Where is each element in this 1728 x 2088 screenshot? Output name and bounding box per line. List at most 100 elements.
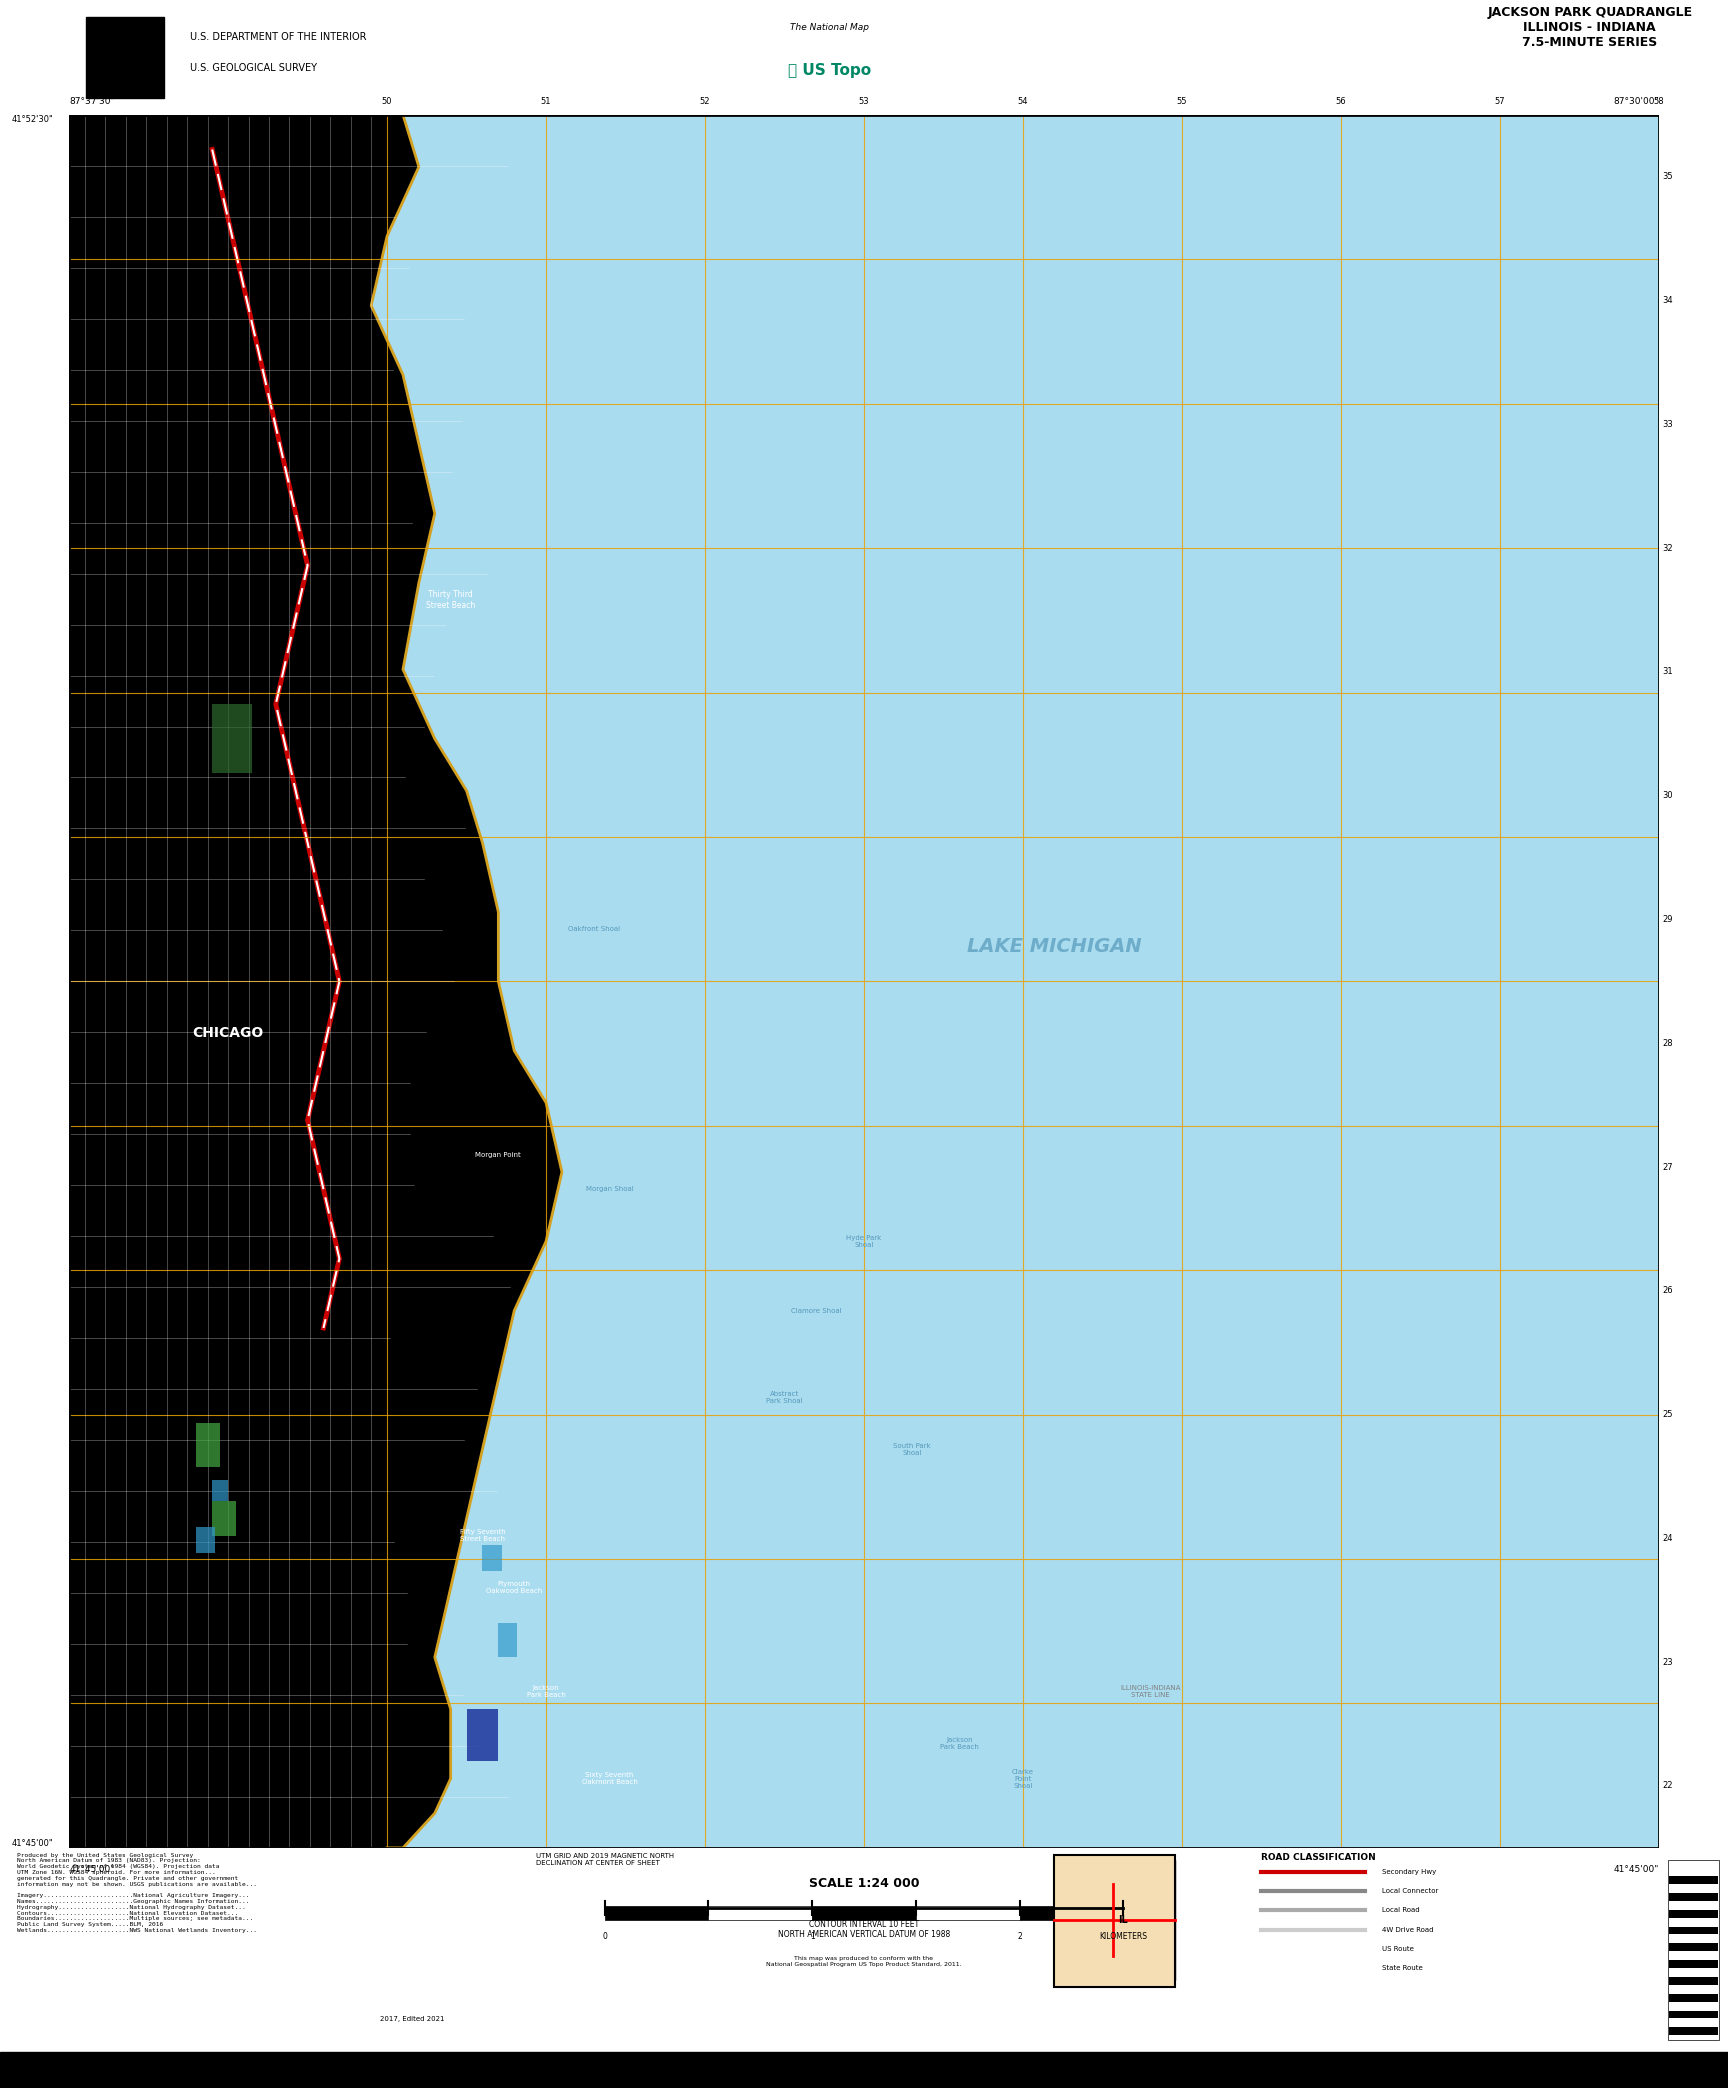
Text: Fifty Seventh
Street Beach: Fifty Seventh Street Beach (460, 1528, 505, 1543)
Text: Sixty Seventh
Oakmont Beach: Sixty Seventh Oakmont Beach (582, 1773, 638, 1785)
Bar (1669, 1986, 1718, 1994)
Text: 🌲 US Topo: 🌲 US Topo (788, 63, 871, 77)
Text: State Route: State Route (1382, 1965, 1424, 1971)
Bar (1669, 1952, 1718, 1959)
Bar (213, 1501, 237, 1537)
Text: Morgan Shoal: Morgan Shoal (586, 1186, 634, 1192)
Text: 53: 53 (859, 98, 869, 106)
Bar (1669, 1911, 1718, 1917)
Text: 30: 30 (1662, 791, 1673, 800)
Bar (812, 1906, 916, 1921)
Text: 57: 57 (1495, 98, 1505, 106)
Text: Local Connector: Local Connector (1382, 1888, 1439, 1894)
Text: The National Map: The National Map (790, 23, 869, 31)
Bar (1669, 1936, 1718, 1942)
Bar (1669, 2027, 1718, 2036)
Bar (1669, 1919, 1718, 1925)
Text: 22: 22 (1662, 1781, 1673, 1792)
Text: 26: 26 (1662, 1286, 1673, 1295)
Text: 52: 52 (700, 98, 710, 106)
Bar (1669, 1894, 1718, 1900)
Text: 34: 34 (1662, 296, 1673, 305)
Text: 51: 51 (541, 98, 551, 106)
Bar (1669, 1885, 1718, 1892)
Text: 0: 0 (603, 1931, 607, 1942)
Bar (1054, 1854, 1175, 1988)
Text: 56: 56 (1336, 98, 1346, 106)
Bar (86, 17, 164, 98)
Text: Thirty Third
Street Beach: Thirty Third Street Beach (427, 591, 475, 610)
Text: Morgan Point: Morgan Point (475, 1153, 522, 1157)
Bar (708, 1906, 812, 1921)
Bar (1668, 1860, 1719, 2040)
Bar (1669, 1977, 1718, 1986)
Polygon shape (69, 115, 1659, 1848)
Text: ILLINOIS-INDIANA
STATE LINE: ILLINOIS-INDIANA STATE LINE (1120, 1685, 1180, 1698)
Text: Jackson
Park Beach: Jackson Park Beach (940, 1737, 978, 1750)
Text: 55: 55 (1177, 98, 1187, 106)
Text: 41°45'00": 41°45'00" (1614, 1865, 1659, 1875)
Text: 2017, Edited 2021: 2017, Edited 2021 (380, 2017, 444, 2021)
Text: 31: 31 (1662, 668, 1673, 677)
Bar (213, 1480, 228, 1501)
Text: 29: 29 (1662, 915, 1673, 925)
Text: 41°52'30": 41°52'30" (12, 115, 54, 123)
Bar (482, 1545, 501, 1570)
Text: 32: 32 (1662, 543, 1673, 553)
Text: US Route: US Route (1382, 1946, 1414, 1952)
Text: 2: 2 (1018, 1931, 1021, 1942)
Text: Local Road: Local Road (1382, 1906, 1420, 1913)
Text: Secondary Hwy: Secondary Hwy (1382, 1869, 1436, 1875)
Bar (1071, 1860, 1175, 1979)
Text: ▐USGS: ▐USGS (86, 17, 131, 35)
Text: ROAD CLASSIFICATION: ROAD CLASSIFICATION (1261, 1852, 1375, 1862)
Bar (1669, 1902, 1718, 1908)
Bar (0, 2053, 1728, 2088)
Text: 50: 50 (382, 98, 392, 106)
Text: Abstract
Park Shoal: Abstract Park Shoal (766, 1391, 804, 1403)
Text: 54: 54 (1018, 98, 1028, 106)
Bar (1669, 1869, 1718, 1875)
Text: Hyde Park
Shoal: Hyde Park Shoal (847, 1234, 881, 1249)
Bar (916, 1906, 1020, 1921)
Bar (1669, 1961, 1718, 1967)
Bar (1669, 2011, 1718, 2019)
Bar (605, 1906, 708, 1921)
Bar (197, 1424, 219, 1466)
Text: 23: 23 (1662, 1658, 1673, 1666)
Text: South Park
Shoal: South Park Shoal (893, 1443, 930, 1455)
Text: This map was produced to conform with the
National Geospatial Program US Topo Pr: This map was produced to conform with th… (766, 1956, 962, 1967)
Bar (1669, 2002, 1718, 2011)
Text: 33: 33 (1662, 420, 1673, 428)
Text: JACKSON PARK QUADRANGLE
ILLINOIS - INDIANA
7.5-MINUTE SERIES: JACKSON PARK QUADRANGLE ILLINOIS - INDIA… (1488, 6, 1692, 48)
Text: Clamore Shoal: Clamore Shoal (791, 1307, 842, 1313)
Text: 25: 25 (1662, 1409, 1673, 1420)
Text: CONTOUR INTERVAL 10 FEET
NORTH AMERICAN VERTICAL DATUM OF 1988: CONTOUR INTERVAL 10 FEET NORTH AMERICAN … (778, 1921, 950, 1940)
Bar (1669, 1927, 1718, 1933)
Text: Oakfront Shoal: Oakfront Shoal (569, 927, 620, 933)
Text: CHICAGO: CHICAGO (192, 1027, 264, 1040)
Text: U.S. DEPARTMENT OF THE INTERIOR: U.S. DEPARTMENT OF THE INTERIOR (190, 31, 366, 42)
Text: LAKE MICHIGAN: LAKE MICHIGAN (968, 938, 1142, 956)
Bar (213, 704, 252, 773)
Text: 41°45'00": 41°45'00" (12, 1840, 54, 1848)
Text: 35: 35 (1662, 171, 1673, 182)
Text: Produced by the United States Geological Survey
North American Datum of 1983 (NA: Produced by the United States Geological… (17, 1852, 257, 1933)
Text: 24: 24 (1662, 1535, 1673, 1543)
Text: U.S. GEOLOGICAL SURVEY: U.S. GEOLOGICAL SURVEY (190, 63, 316, 73)
Text: 87°30'00": 87°30'00" (1614, 98, 1659, 106)
Bar (467, 1710, 498, 1762)
Bar (1669, 2019, 1718, 2027)
Bar (1669, 1994, 1718, 2002)
Text: 1: 1 (810, 1931, 814, 1942)
Bar (1669, 1944, 1718, 1950)
Text: IL: IL (1118, 1915, 1128, 1925)
Bar (498, 1622, 517, 1658)
Bar (1669, 1877, 1718, 1883)
Text: 58: 58 (1654, 98, 1664, 106)
Bar (197, 1526, 216, 1553)
Bar (1020, 1906, 1123, 1921)
Polygon shape (69, 115, 562, 1848)
Text: 27: 27 (1662, 1163, 1673, 1171)
Text: UTM GRID AND 2019 MAGNETIC NORTH
DECLINATION AT CENTER OF SHEET: UTM GRID AND 2019 MAGNETIC NORTH DECLINA… (536, 1852, 674, 1867)
